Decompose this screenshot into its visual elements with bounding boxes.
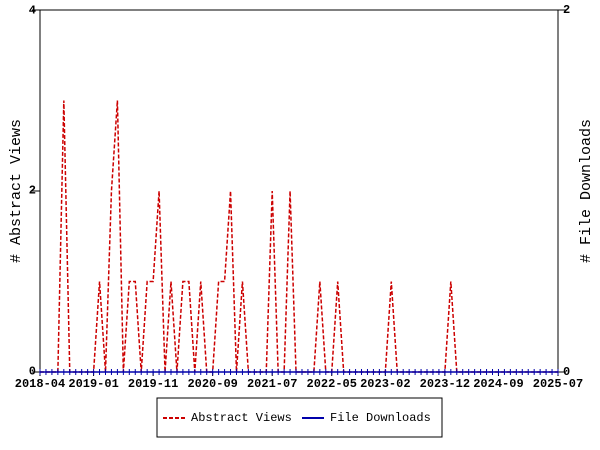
y-tick-label: 0: [29, 365, 36, 379]
x-tick-label: 2024-09: [473, 377, 523, 391]
y2-tick-label: 0: [563, 365, 570, 379]
x-tick-label: 2019-01: [68, 377, 118, 391]
y-tick-label: 4: [29, 4, 36, 18]
series-line: [40, 100, 558, 373]
y-axis-title: # Abstract Views: [8, 119, 25, 263]
x-tick-label: 2023-02: [360, 377, 410, 391]
x-tick-label: 2023-12: [420, 377, 470, 391]
x-tick-label: 2022-05: [307, 377, 357, 391]
x-tick-label: 2021-07: [247, 377, 297, 391]
legend-label: File Downloads: [330, 411, 431, 425]
x-tick-label: 2025-07: [533, 377, 583, 391]
y2-tick-label: 2: [563, 3, 570, 17]
x-tick-label: 2020-09: [187, 377, 237, 391]
plot-frame: [39, 9, 559, 373]
y2-axis-title: # File Downloads: [578, 119, 595, 263]
x-tick-label: 2019-11: [128, 377, 178, 391]
y-tick-label: 2: [29, 184, 36, 198]
x-tick-label: 2018-04: [15, 377, 65, 391]
legend-label: Abstract Views: [191, 411, 292, 425]
legend-box: [156, 397, 443, 438]
